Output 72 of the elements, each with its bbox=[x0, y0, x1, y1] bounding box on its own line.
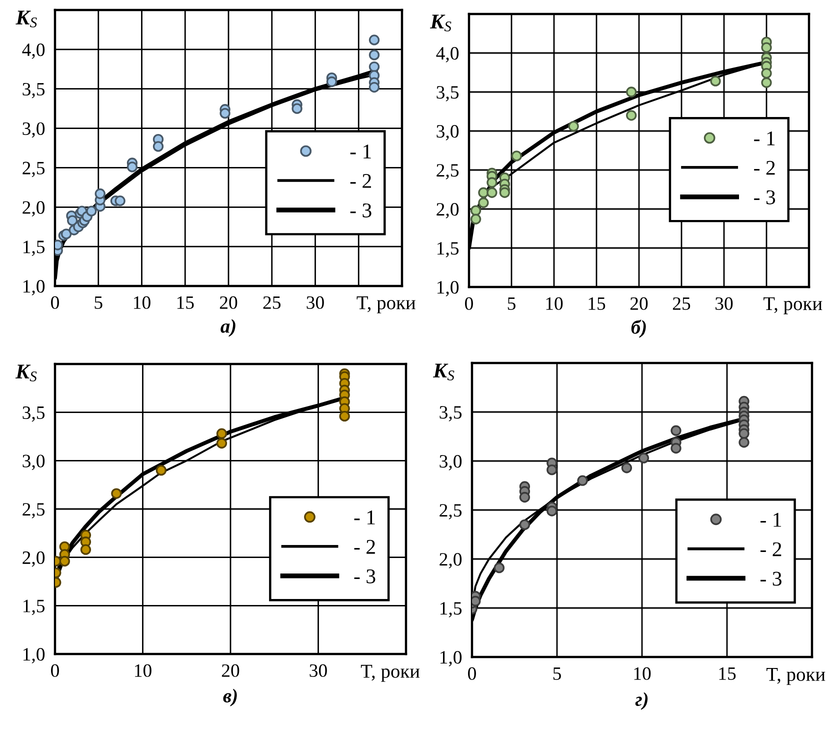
y-tick-label: 4,0 bbox=[436, 47, 459, 62]
y-tick-label: 2,5 bbox=[22, 503, 45, 518]
y-axis-title: K$_{S}$ bbox=[16, 10, 37, 28]
x-tick-label: 10 bbox=[134, 296, 150, 309]
legend-label: - 3 bbox=[354, 569, 376, 584]
x-tick-label: 30 bbox=[716, 297, 733, 310]
legend-label: - 3 bbox=[760, 572, 782, 586]
x-tick-label: 20 bbox=[220, 296, 238, 309]
y-tick-label: 1,0 bbox=[437, 281, 459, 296]
y-axis-title: K$_{S}$ bbox=[430, 14, 452, 32]
y-tick-label: 3,0 bbox=[436, 125, 459, 140]
y-tick-label: 1,0 bbox=[23, 648, 45, 664]
x-tick-label: 25 bbox=[263, 296, 281, 309]
y-axis-title: K$_{S}$ bbox=[432, 364, 454, 380]
y-tick-label: 1,5 bbox=[23, 240, 45, 256]
legend-label: - 2 bbox=[354, 540, 375, 554]
x-tick-label: 0 bbox=[51, 664, 59, 677]
x-axis-title: T, роки bbox=[356, 296, 416, 314]
y-tick-label: 2,0 bbox=[440, 553, 462, 568]
x-tick-label: 10 bbox=[634, 667, 651, 680]
legend-label: - 3 bbox=[350, 203, 372, 218]
x-axis-title: T, роки bbox=[766, 668, 826, 685]
y-tick-label: 3,5 bbox=[440, 406, 462, 422]
x-tick-label: 15 bbox=[588, 297, 606, 310]
legend-label: - 1 bbox=[754, 131, 775, 146]
x-axis-title: T, роки bbox=[763, 297, 822, 314]
legend-label: - 2 bbox=[760, 542, 782, 556]
x-axis-title: T, роки bbox=[360, 664, 420, 682]
x-tick-label: 0 bbox=[51, 296, 59, 309]
x-tick-label: 10 bbox=[135, 664, 152, 677]
x-tick-label: 5 bbox=[508, 297, 516, 310]
y-tick-label: 2,5 bbox=[22, 162, 45, 178]
x-tick-label: 0 bbox=[465, 297, 473, 310]
y-tick-label: 2,5 bbox=[440, 504, 462, 520]
y-axis-title: K$_{S}$ bbox=[15, 364, 37, 382]
x-tick-label: 5 bbox=[553, 667, 561, 680]
y-tick-label: 3,5 bbox=[22, 406, 45, 422]
legend-label: - 2 bbox=[350, 174, 371, 188]
legend-label: - 1 bbox=[350, 144, 371, 158]
y-tick-label: 2,5 bbox=[436, 164, 459, 180]
y-tick-label: 2,0 bbox=[22, 551, 45, 567]
y-tick-label: 1,5 bbox=[23, 600, 45, 616]
x-tick-label: 30 bbox=[306, 296, 324, 309]
y-tick-label: 1,0 bbox=[23, 280, 45, 296]
legend-label: - 1 bbox=[760, 512, 782, 527]
x-tick-label: 30 bbox=[310, 664, 327, 677]
y-tick-label: 2,0 bbox=[22, 201, 45, 217]
text: б) bbox=[631, 320, 646, 338]
x-tick-label: 15 bbox=[719, 667, 736, 680]
y-tick-label: 1,5 bbox=[437, 242, 459, 258]
y-tick-label: 3,0 bbox=[22, 122, 45, 138]
x-tick-label: 20 bbox=[222, 664, 240, 677]
x-tick-label: 25 bbox=[672, 297, 690, 310]
y-tick-label: 3,0 bbox=[440, 455, 462, 470]
legend-label: - 3 bbox=[754, 190, 776, 204]
legend-label: - 2 bbox=[754, 160, 775, 175]
text: г) bbox=[635, 692, 648, 710]
y-tick-label: 3,5 bbox=[22, 82, 45, 98]
x-tick-label: 10 bbox=[546, 297, 563, 310]
text: а) bbox=[220, 319, 236, 337]
x-tick-label: 15 bbox=[177, 296, 194, 309]
x-tick-label: 5 bbox=[94, 296, 102, 309]
text: в) bbox=[223, 688, 237, 706]
y-tick-label: 4,0 bbox=[22, 43, 45, 59]
y-tick-label: 2,0 bbox=[436, 203, 459, 218]
y-tick-label: 3,0 bbox=[22, 454, 45, 470]
y-tick-label: 1,5 bbox=[440, 602, 462, 618]
x-tick-label: 20 bbox=[630, 297, 648, 310]
legend-label: - 1 bbox=[354, 510, 375, 524]
y-tick-label: 1,0 bbox=[440, 651, 462, 666]
y-tick-label: 3,5 bbox=[436, 86, 459, 102]
x-tick-label: 0 bbox=[468, 667, 476, 680]
